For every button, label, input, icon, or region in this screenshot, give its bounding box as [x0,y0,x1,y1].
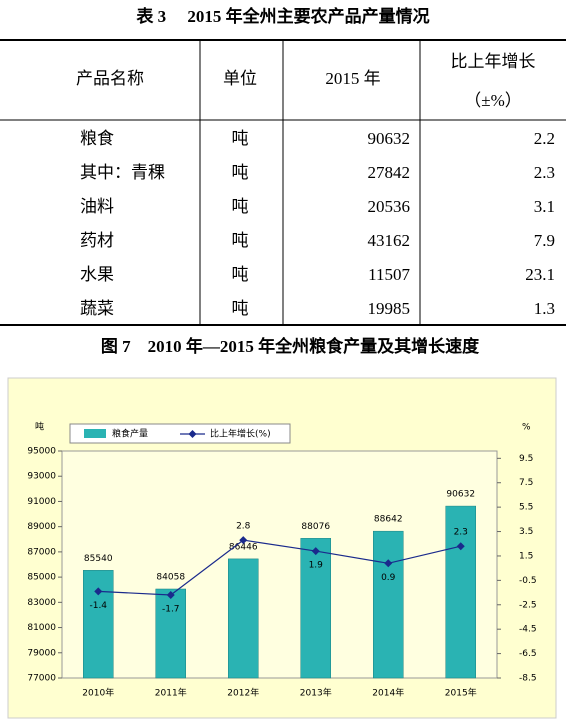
table-cell: 粮食 [80,129,114,148]
header-cell: 产品名称 [76,69,144,88]
y-tick-label: 81000 [27,623,56,633]
y2-tick-label: 9.5 [519,454,533,464]
bar-value-label: 88076 [301,522,330,532]
growth-marker [94,587,103,596]
x-tick-label: 2010年 [82,687,114,699]
table-cell: 蔬菜 [80,299,114,318]
y2-tick-label: -2.5 [519,600,537,610]
table-cell: 吨 [232,231,249,250]
y-tick-label: 79000 [27,648,56,658]
y2-tick-label: 7.5 [519,478,533,488]
growth-label: -1.7 [162,605,180,615]
y2-tick-label: -4.5 [519,625,537,635]
header-cell: 单位 [223,69,257,88]
x-tick-label: 2015年 [445,687,477,699]
x-tick-label: 2012年 [227,687,259,699]
bar [300,538,331,679]
table-cell: 水果 [80,265,114,284]
y2-tick-label: 3.5 [519,527,533,537]
y2-tick-label: 5.5 [519,503,533,513]
growth-marker [311,547,320,556]
header-cell: （±%） [464,91,522,110]
bar [228,558,259,679]
growth-label: 2.3 [454,528,468,538]
table-cell: 药材 [80,231,114,250]
growth-label: -1.4 [89,601,107,611]
growth-line [98,539,461,596]
y-tick-label: 77000 [27,674,56,684]
bar [155,588,186,679]
legend-label: 粮食产量 [112,428,148,440]
y2-tick-label: -0.5 [519,576,537,586]
bar [445,505,476,679]
table-cell: 其中：青稞 [80,163,165,182]
table-cell: 吨 [232,299,249,318]
table-cell: 吨 [232,197,249,216]
table-cell: 19985 [368,299,411,318]
y-tick-label: 95000 [27,447,56,457]
growth-label: 2.8 [236,522,251,532]
y2-tick-label: 1.5 [519,551,533,561]
table-cell: 23.1 [525,265,555,284]
bar [83,570,114,679]
table-cell: 27842 [368,163,411,182]
y-tick-label: 83000 [27,598,56,608]
x-tick-label: 2011年 [155,687,187,699]
table-cell: 3.1 [534,197,555,216]
growth-marker [384,559,393,568]
table-cell: 11507 [368,265,410,284]
table-cell: 吨 [232,265,249,284]
y-axis-label: 吨 [35,421,44,433]
table-cell: 1.3 [534,299,555,318]
table-cell: 43162 [368,231,411,250]
legend-label: 比上年增长(%) [210,428,271,440]
y-tick-label: 91000 [27,497,56,507]
bar [373,530,404,679]
y-tick-label: 89000 [27,522,56,532]
table-cell: 2.3 [534,163,555,182]
chart-title: 图 7 2010 年—2015 年全州粮食产量及其增长速度 [101,336,480,356]
table-cell: 吨 [232,163,249,182]
plot-area [61,450,498,679]
growth-marker [166,591,175,600]
y2-tick-label: -6.5 [519,649,537,659]
header-cell: 2015 年 [325,69,380,88]
growth-label: 1.9 [309,561,324,571]
bar-value-label: 86446 [229,542,258,552]
x-tick-label: 2013年 [300,687,332,699]
y-tick-label: 85000 [27,573,56,583]
table-title: 表 3 2015 年全州主要农产品产量情况 [136,6,429,26]
bar-value-label: 85540 [84,554,113,564]
legend-swatch [84,429,106,438]
bar-value-label: 88642 [374,515,403,525]
table-cell: 油料 [80,197,114,216]
y-tick-label: 93000 [27,472,56,482]
legend-marker [188,430,197,438]
y-tick-label: 87000 [27,547,56,557]
table-cell: 7.9 [534,231,555,250]
growth-marker [239,536,248,545]
bar-value-label: 90632 [446,490,475,500]
x-tick-label: 2014年 [372,687,404,699]
bar-value-label: 84058 [156,572,185,582]
growth-marker [456,542,465,551]
y2-tick-label: -8.5 [519,674,537,684]
growth-label: 0.9 [381,573,396,583]
y2-axis-label: % [522,423,531,433]
header-cell: 比上年增长 [451,52,536,71]
table-cell: 20536 [368,197,411,216]
table-cell: 90632 [368,129,411,148]
table-cell: 2.2 [534,129,555,148]
table-cell: 吨 [232,129,249,148]
